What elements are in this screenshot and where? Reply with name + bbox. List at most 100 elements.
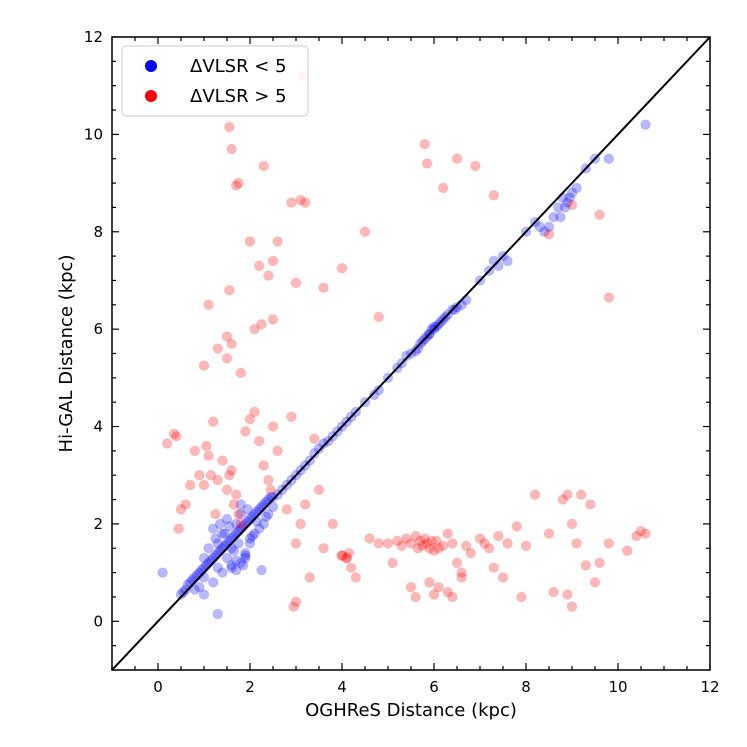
point-red-98: [221, 331, 233, 342]
point-red-45: [350, 572, 362, 583]
point-red-67: [447, 538, 458, 549]
point-red-44: [345, 562, 357, 574]
point-red-38: [309, 433, 320, 445]
point-red-79: [511, 521, 523, 532]
point-red-78: [502, 538, 513, 549]
point-blue-157: [212, 608, 224, 620]
point-red-127: [341, 552, 352, 564]
point-red-121: [470, 160, 481, 172]
point-red-25: [244, 413, 256, 425]
point-red-92: [621, 545, 633, 557]
point-red-31: [267, 421, 279, 432]
point-red-58: [419, 533, 431, 544]
point-red-21: [230, 489, 242, 501]
point-blue-104: [368, 389, 380, 401]
point-red-125: [594, 209, 605, 221]
point-blue-1: [175, 589, 187, 600]
point-blue-0: [157, 567, 168, 578]
point-red-19: [226, 465, 237, 476]
point-red-138: [221, 353, 233, 364]
point-red-6: [184, 479, 196, 491]
point-blue-94: [313, 443, 325, 454]
point-blue-144: [552, 202, 564, 213]
point-blue-60: [235, 508, 247, 520]
point-red-146: [203, 299, 214, 311]
point-blue-151: [603, 153, 615, 165]
point-red-128: [336, 550, 348, 561]
ticks-layer: 0 2 4 6 8 10 12 0 2 4 6 8 10 12: [84, 28, 720, 696]
point-red-64: [433, 542, 444, 554]
point-red-26: [249, 406, 260, 418]
point-red-34: [286, 411, 297, 423]
point-blue-125: [451, 301, 463, 313]
point-blue-87: [235, 499, 247, 510]
legend-entry-blue: ΔVLSR < 5: [190, 56, 287, 77]
point-red-37: [299, 499, 311, 510]
point-red-51: [396, 540, 408, 552]
point-blue-82: [189, 584, 201, 595]
point-red-95: [640, 528, 651, 539]
point-blue-53: [244, 533, 256, 544]
point-blue-111: [410, 345, 421, 357]
point-red-153: [562, 589, 573, 600]
point-red-150: [548, 586, 559, 598]
point-red-105: [272, 236, 283, 247]
y-tick-label: 10: [84, 125, 103, 143]
point-red-114: [336, 262, 348, 274]
point-red-7: [189, 445, 201, 457]
point-blue-86: [240, 552, 251, 564]
point-blue-76: [237, 560, 249, 571]
point-blue-152: [640, 119, 651, 130]
point-blue-105: [373, 384, 385, 396]
x-axis-label: OGHReS Distance (kpc): [305, 700, 517, 721]
point-blue-130: [428, 321, 440, 333]
point-red-113: [318, 282, 329, 294]
point-blue-95: [318, 438, 329, 449]
point-blue-69: [263, 508, 274, 520]
point-blue-155: [559, 202, 571, 213]
point-blue-78: [247, 530, 258, 542]
point-red-135: [442, 586, 454, 598]
point-red-134: [433, 581, 444, 593]
point-red-87: [575, 489, 587, 501]
point-red-54: [410, 530, 421, 542]
point-red-109: [290, 277, 302, 289]
point-blue-47: [217, 528, 228, 539]
point-red-9: [198, 479, 210, 491]
point-red-68: [451, 557, 463, 569]
point-red-136: [447, 591, 458, 603]
point-blue-156: [564, 192, 576, 203]
point-red-96: [224, 121, 235, 133]
point-red-81: [529, 489, 541, 501]
point-red-15: [212, 474, 224, 486]
point-blue-58: [226, 562, 237, 574]
point-red-76: [493, 530, 504, 542]
point-red-91: [603, 538, 615, 549]
point-red-46: [364, 533, 375, 544]
point-red-18: [224, 469, 235, 481]
point-blue-143: [543, 221, 555, 233]
x-tick-label: 12: [700, 678, 719, 696]
point-red-102: [244, 236, 256, 247]
point-red-120: [451, 153, 463, 165]
point-red-5: [180, 499, 191, 510]
point-blue-48: [221, 552, 233, 564]
point-blue-68: [258, 518, 270, 530]
point-blue-146: [562, 197, 573, 208]
point-red-101: [224, 284, 235, 296]
point-red-16: [217, 455, 228, 466]
point-red-17: [221, 484, 233, 496]
point-red-24: [240, 426, 251, 437]
point-red-89: [585, 499, 596, 510]
point-blue-50: [230, 518, 242, 530]
point-blue-55: [203, 542, 214, 554]
point-blue-75: [233, 538, 244, 549]
point-red-124: [566, 199, 578, 211]
point-red-65: [437, 540, 449, 552]
point-red-112: [299, 197, 311, 208]
point-red-117: [419, 138, 431, 150]
x-tick-label: 6: [429, 678, 439, 696]
point-red-74: [483, 542, 495, 554]
point-red-151: [566, 601, 578, 613]
point-red-42: [336, 550, 348, 561]
